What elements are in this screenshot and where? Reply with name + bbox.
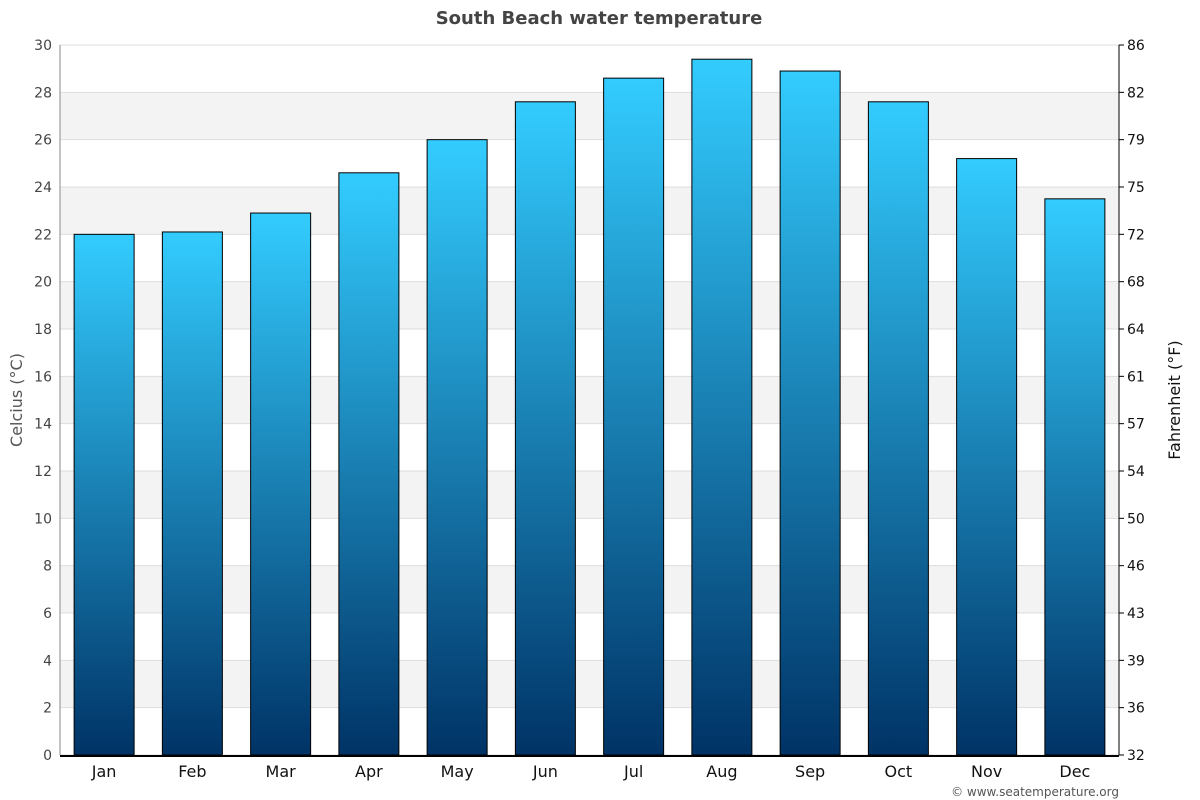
y2-tick-label: 46 [1127, 559, 1145, 575]
y2-tick-label: 32 [1127, 748, 1145, 764]
x-tick-label: Aug [706, 762, 737, 781]
y2-tick-label: 82 [1127, 85, 1145, 101]
x-tick-label: Dec [1059, 762, 1090, 781]
y2-tick-label: 54 [1127, 464, 1145, 480]
y2-tick-label: 72 [1127, 227, 1145, 243]
x-tick-label: Oct [885, 762, 913, 781]
grid-band [60, 376, 1119, 424]
y-tick-label: 10 [34, 511, 52, 527]
bar-jul [603, 77, 665, 756]
y-tick-label: 2 [43, 701, 52, 717]
grid-band [60, 187, 1119, 235]
y2-axis-label: Fahrenheit (°F) [1165, 340, 1184, 459]
x-tick-label: Nov [971, 762, 1002, 781]
credit[interactable]: © www.seatemperature.org [951, 785, 1119, 799]
y-tick-label: 8 [43, 559, 52, 575]
bar-mar [250, 212, 312, 756]
bar-feb [161, 231, 223, 756]
y-tick-label: 26 [34, 133, 52, 149]
y2-tick-label: 50 [1127, 511, 1145, 527]
y-tick-label: 4 [43, 653, 52, 669]
grid-band [60, 660, 1119, 708]
y-tick-label: 6 [43, 606, 52, 622]
x-tick-label: Sep [795, 762, 825, 781]
bar-sep [779, 70, 841, 756]
x-tick-label: Feb [178, 762, 206, 781]
y-tick-label: 16 [34, 369, 52, 385]
y2-tick-label: 43 [1127, 606, 1145, 622]
x-tick-label: May [441, 762, 474, 781]
bar-may [426, 139, 488, 756]
y-tick-label: 12 [34, 464, 52, 480]
y-tick-label: 22 [34, 227, 52, 243]
y2-tick-label: 39 [1127, 653, 1145, 669]
y2-tick-label: 36 [1127, 701, 1145, 717]
y-tick-label: 18 [34, 322, 52, 338]
bar-jun [514, 101, 576, 756]
chart-title: South Beach water temperature [436, 8, 763, 29]
y-tick-label: 30 [34, 38, 52, 54]
bar-apr [338, 172, 400, 756]
bar-oct [867, 101, 929, 756]
y2-tick-label: 64 [1127, 322, 1145, 338]
x-tick-label: Apr [355, 762, 383, 781]
y2-tick-label: 61 [1127, 369, 1145, 385]
y-tick-label: 14 [34, 417, 52, 433]
y-tick-label: 0 [43, 748, 52, 764]
y-tick-label: 20 [34, 275, 52, 291]
grid-band [60, 471, 1119, 519]
y2-tick-label: 57 [1127, 417, 1145, 433]
y-tick-label: 28 [34, 85, 52, 101]
y2-tick-label: 68 [1127, 275, 1145, 291]
bar-jan [73, 233, 135, 756]
x-tick-label: Mar [266, 762, 297, 781]
x-tick-label: Jun [532, 762, 558, 781]
grid-band [60, 281, 1119, 329]
y2-tick-label: 75 [1127, 180, 1145, 196]
grid-band [60, 565, 1119, 613]
bar-dec [1044, 198, 1106, 756]
grid-band [60, 92, 1119, 140]
y-axis-label: Celcius (°C) [7, 353, 26, 447]
bar-nov [956, 158, 1018, 756]
x-tick-label: Jul [623, 762, 643, 781]
y2-tick-label: 86 [1127, 38, 1145, 54]
x-tick-label: Jan [91, 762, 117, 781]
y-tick-label: 24 [34, 180, 52, 196]
bar-aug [691, 58, 753, 756]
y2-tick-label: 79 [1127, 133, 1145, 149]
